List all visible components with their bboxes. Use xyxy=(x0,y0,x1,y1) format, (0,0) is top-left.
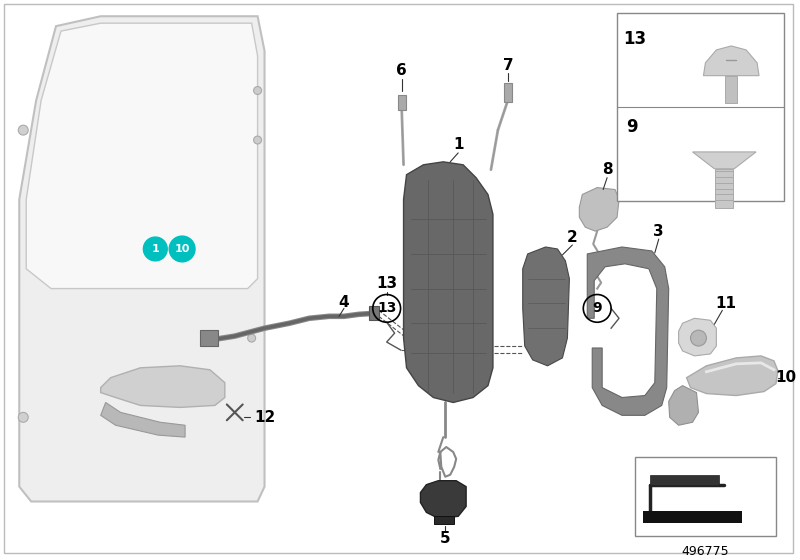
Polygon shape xyxy=(421,480,466,519)
Text: 10: 10 xyxy=(775,370,797,385)
Bar xyxy=(635,457,776,536)
Bar xyxy=(617,13,784,202)
Text: 10: 10 xyxy=(174,244,190,254)
Polygon shape xyxy=(703,46,759,76)
Circle shape xyxy=(170,236,195,262)
Text: 13: 13 xyxy=(377,301,396,315)
Text: 4: 4 xyxy=(338,295,350,310)
Polygon shape xyxy=(101,403,185,437)
Polygon shape xyxy=(579,188,619,231)
Polygon shape xyxy=(19,16,265,502)
Bar xyxy=(369,306,378,320)
Text: 11: 11 xyxy=(716,296,737,311)
Polygon shape xyxy=(650,475,719,484)
Circle shape xyxy=(254,136,262,144)
Bar xyxy=(726,76,738,104)
Text: 3: 3 xyxy=(654,223,664,239)
Circle shape xyxy=(690,330,706,346)
Polygon shape xyxy=(587,247,669,416)
Bar xyxy=(398,95,406,110)
Text: 13: 13 xyxy=(376,276,398,291)
Text: 9: 9 xyxy=(626,118,638,136)
Polygon shape xyxy=(403,162,493,403)
Text: 1: 1 xyxy=(151,244,159,254)
Text: 6: 6 xyxy=(396,63,407,78)
Bar xyxy=(434,516,454,524)
Circle shape xyxy=(18,125,28,135)
Polygon shape xyxy=(678,318,716,356)
Text: 496775: 496775 xyxy=(682,544,730,558)
Text: 8: 8 xyxy=(602,162,613,178)
Text: 12: 12 xyxy=(254,410,275,425)
Polygon shape xyxy=(686,356,778,395)
Polygon shape xyxy=(101,366,225,408)
Text: 2: 2 xyxy=(567,230,578,245)
Text: 13: 13 xyxy=(623,30,646,48)
Polygon shape xyxy=(669,386,698,425)
Polygon shape xyxy=(522,247,570,366)
Bar xyxy=(200,330,218,346)
Circle shape xyxy=(254,87,262,95)
Text: 9: 9 xyxy=(592,301,602,315)
Circle shape xyxy=(143,237,167,261)
Polygon shape xyxy=(26,23,258,288)
Polygon shape xyxy=(693,152,756,169)
Circle shape xyxy=(248,334,256,342)
Text: 7: 7 xyxy=(502,58,513,73)
Bar xyxy=(715,169,734,208)
Text: 5: 5 xyxy=(440,531,450,545)
Bar xyxy=(643,511,742,523)
Text: 1: 1 xyxy=(453,138,463,152)
Bar xyxy=(504,82,512,102)
Circle shape xyxy=(18,412,28,422)
